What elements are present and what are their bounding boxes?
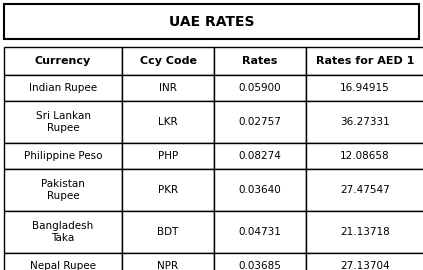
Bar — [214, 143, 306, 169]
Text: Sri Lankan
Rupee: Sri Lankan Rupee — [36, 111, 91, 133]
Text: 27.47547: 27.47547 — [340, 185, 390, 195]
Bar — [4, 75, 122, 101]
Text: 0.02757: 0.02757 — [239, 117, 281, 127]
Text: NPR: NPR — [157, 261, 179, 270]
Bar — [214, 169, 306, 211]
Text: BDT: BDT — [157, 227, 179, 237]
Text: Rates: Rates — [242, 56, 277, 66]
Text: 0.03685: 0.03685 — [239, 261, 281, 270]
Text: 0.03640: 0.03640 — [239, 185, 281, 195]
Bar — [122, 101, 214, 143]
Bar — [306, 211, 423, 253]
Text: 21.13718: 21.13718 — [340, 227, 390, 237]
Bar — [214, 253, 306, 270]
Bar — [4, 169, 122, 211]
Text: 0.05900: 0.05900 — [239, 83, 281, 93]
Bar — [306, 253, 423, 270]
Text: Nepal Rupee: Nepal Rupee — [30, 261, 96, 270]
Bar — [4, 4, 419, 39]
Bar — [122, 75, 214, 101]
Bar — [4, 143, 122, 169]
Text: LKR: LKR — [158, 117, 178, 127]
Text: 36.27331: 36.27331 — [340, 117, 390, 127]
Text: UAE RATES: UAE RATES — [169, 15, 254, 29]
Text: 0.08274: 0.08274 — [239, 151, 281, 161]
Text: 27.13704: 27.13704 — [340, 261, 390, 270]
Bar — [214, 47, 306, 75]
Bar — [122, 169, 214, 211]
Text: PKR: PKR — [158, 185, 178, 195]
Text: Philippine Peso: Philippine Peso — [24, 151, 102, 161]
Text: Bangladesh
Taka: Bangladesh Taka — [33, 221, 93, 243]
Text: INR: INR — [159, 83, 177, 93]
Bar — [4, 101, 122, 143]
Bar — [4, 253, 122, 270]
Bar — [214, 211, 306, 253]
Text: 12.08658: 12.08658 — [340, 151, 390, 161]
Bar — [306, 169, 423, 211]
Text: 0.04731: 0.04731 — [239, 227, 281, 237]
Text: Currency: Currency — [35, 56, 91, 66]
Bar — [122, 211, 214, 253]
Text: Ccy Code: Ccy Code — [140, 56, 197, 66]
Bar — [214, 75, 306, 101]
Text: Rates for AED 1: Rates for AED 1 — [316, 56, 414, 66]
Bar — [4, 47, 122, 75]
Bar — [306, 47, 423, 75]
Bar — [122, 253, 214, 270]
Bar — [306, 101, 423, 143]
Bar — [122, 47, 214, 75]
Text: PHP: PHP — [158, 151, 178, 161]
Bar — [306, 75, 423, 101]
Bar — [214, 101, 306, 143]
Bar — [4, 211, 122, 253]
Text: Indian Rupee: Indian Rupee — [29, 83, 97, 93]
Bar — [306, 143, 423, 169]
Text: Pakistan
Rupee: Pakistan Rupee — [41, 179, 85, 201]
Text: 16.94915: 16.94915 — [340, 83, 390, 93]
Bar — [122, 143, 214, 169]
